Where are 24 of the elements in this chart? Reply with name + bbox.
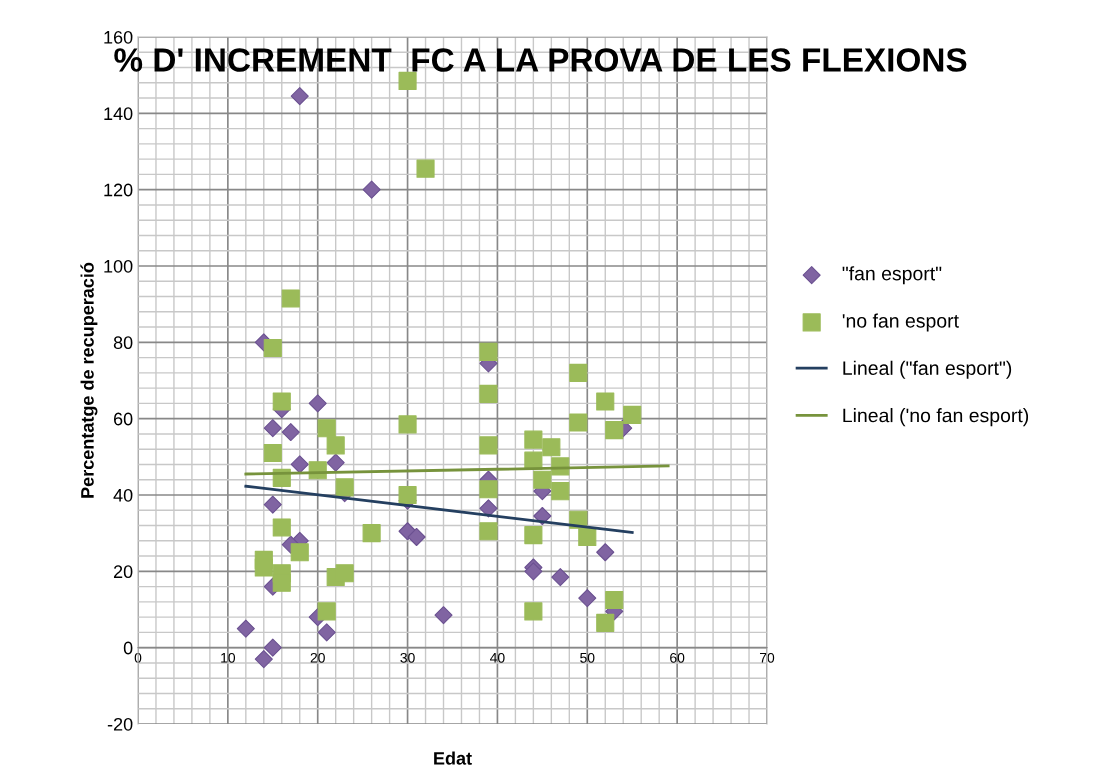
- y-tick-label: 140: [104, 107, 133, 121]
- chart-title: % D' INCREMENT FC A LA PROVA DE LES FLEXIONS: [114, 48, 967, 72]
- y-tick-label: 100: [104, 259, 133, 273]
- x-tick-label: 70: [759, 652, 775, 663]
- x-tick-label: 20: [310, 652, 325, 663]
- x-tick-label: 0: [134, 652, 142, 663]
- y-tick-label: 160: [104, 30, 133, 44]
- y-tick-label: 60: [113, 412, 133, 426]
- y-tick-label: 80: [113, 336, 133, 350]
- legend-label: 'no fan esport: [842, 313, 959, 332]
- legend-label: "fan esport": [842, 266, 942, 285]
- y-tick-label: 120: [104, 183, 133, 197]
- y-tick-label: 20: [113, 565, 133, 579]
- x-tick-label: 10: [221, 652, 236, 663]
- legend-label: Lineal ('no fan esport): [843, 408, 1029, 427]
- x-tick-label: 30: [400, 652, 415, 663]
- x-axis-title: Edat: [434, 751, 472, 765]
- x-tick-label: 40: [490, 652, 505, 663]
- y-tick-label: 40: [113, 488, 133, 502]
- legend-label: Lineal ("fan esport"): [843, 360, 1012, 379]
- y-axis-title: Percentatge de recuperació: [80, 262, 98, 498]
- x-tick-label: 60: [670, 652, 685, 663]
- y-tick-label: -20: [107, 717, 133, 731]
- x-tick-label: 50: [580, 652, 595, 663]
